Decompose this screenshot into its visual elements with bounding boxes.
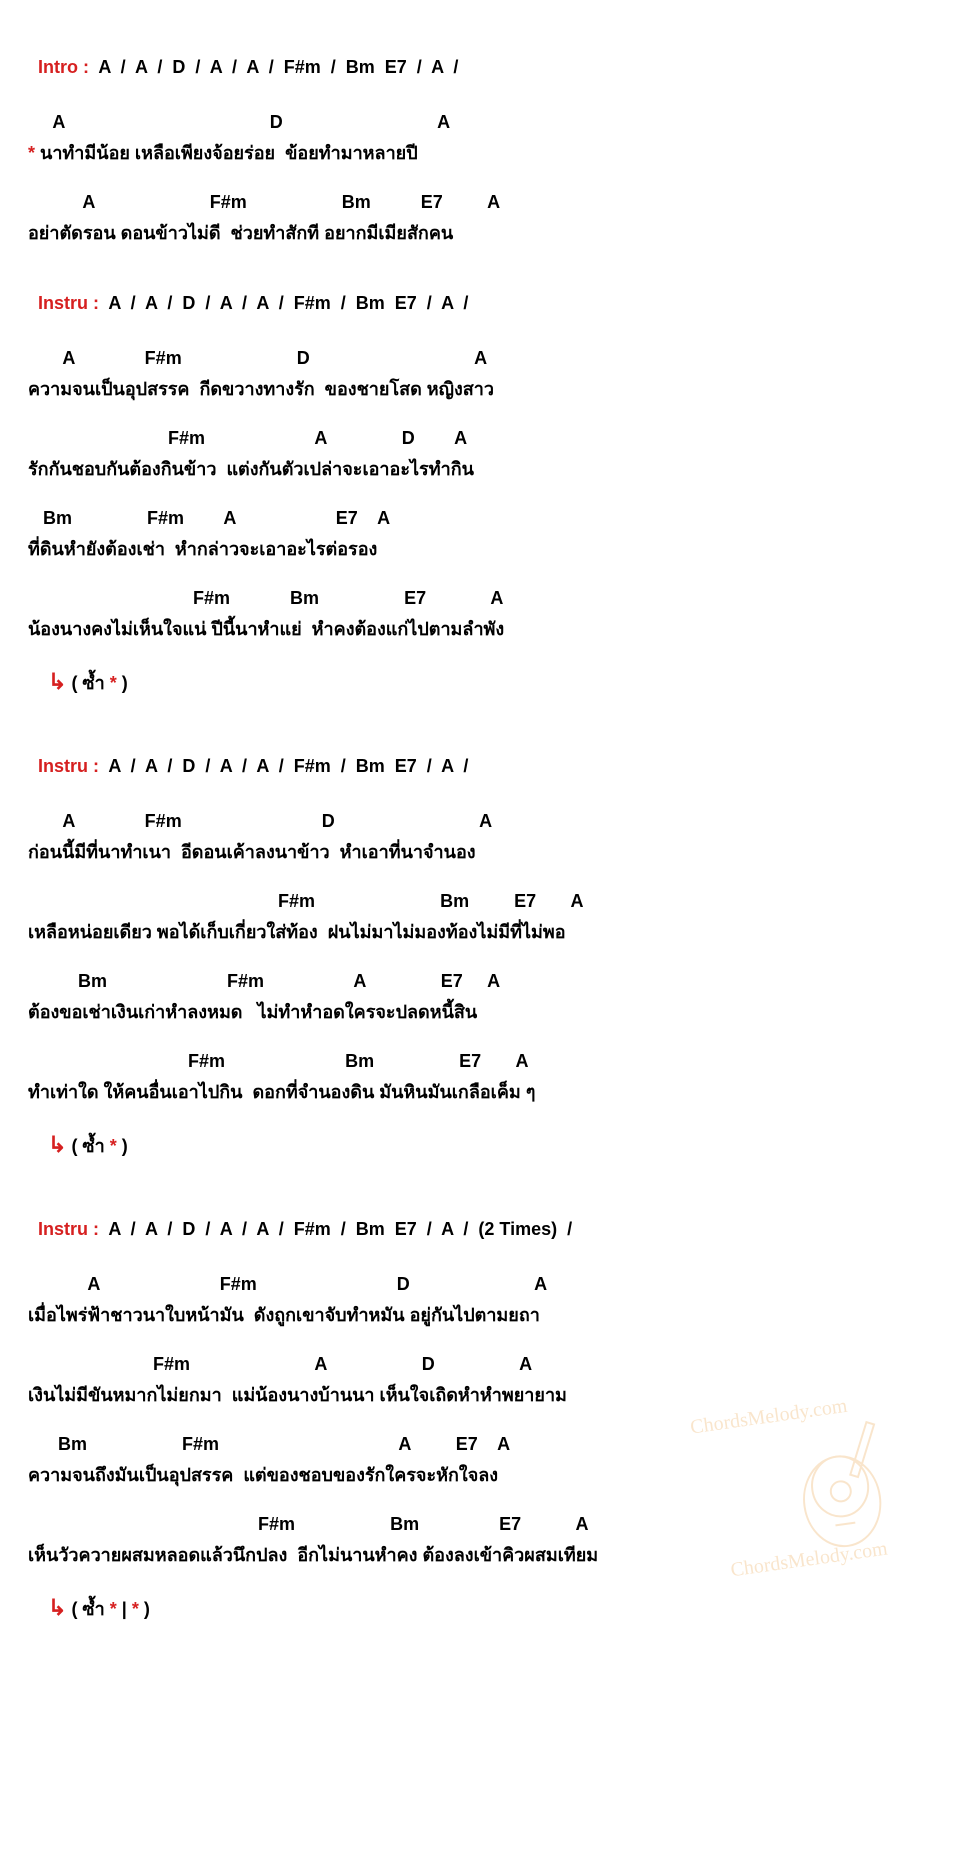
verse4-line1: A F#m D A เมื่อไพร่ฟ้าชาวนาใบหน้ามัน ดัง…: [28, 1274, 952, 1324]
intro-chords: A / A / D / A / A / F#m / Bm E7 / A /: [89, 57, 458, 77]
chord-row: F#m A D A: [28, 1354, 952, 1376]
verse3-line2: F#m Bm E7 A เหลือหน่อยเดียว พอได้เก็บเกี…: [28, 891, 952, 941]
instru2-line: Instru : A / A / D / A / A / F#m / Bm E7…: [28, 735, 952, 777]
repeat2: ↳ ( ซ้ำ * ): [28, 1131, 952, 1160]
intro-line: Intro : A / A / D / A / A / F#m / Bm E7 …: [28, 36, 952, 78]
chord-row: Bm F#m A E7 A: [28, 508, 952, 530]
instru-label: Instru :: [38, 293, 99, 313]
repeat-text: ( ซ้ำ: [66, 1599, 109, 1619]
lyric-row: ก่อนนี้มีที่นาทำเนา อีดอนเค้าลงนาข้าว หำ…: [28, 837, 476, 866]
intro-label: Intro :: [38, 57, 89, 77]
verse2-line3: Bm F#m A E7 A ที่ดินหำยังต้องเช่า หำกล่า…: [28, 508, 952, 558]
chord-row: A F#m Bm E7 A: [28, 192, 952, 214]
repeat-close: ): [117, 673, 128, 693]
instru1-line: Instru : A / A / D / A / A / F#m / Bm E7…: [28, 272, 952, 314]
chord-row: Bm F#m A E7 A: [28, 971, 952, 993]
chord-row: Bm F#m A E7 A: [28, 1434, 952, 1456]
chord-row: F#m Bm E7 A: [28, 588, 952, 610]
chord-row: F#m Bm E7 A: [28, 1051, 952, 1073]
repeat-arrow-icon: ↳: [48, 1595, 66, 1620]
verse1-line2: A F#m Bm E7 A อย่าตัดรอน ดอนข้าวไม่ดี ช่…: [28, 192, 952, 242]
lyric-row: น้องนางคงไม่เห็นใจแน่ ปีนี้นาหำแย่ หำคงต…: [28, 614, 504, 643]
repeat3: ↳ ( ซ้ำ * | * ): [28, 1594, 952, 1623]
lyric-text: นาทำมีน้อย เหลือเพียงจ้อยร่อย ข้อยทำมาหล…: [35, 143, 418, 163]
repeat-arrow-icon: ↳: [48, 669, 66, 694]
instru-label: Instru :: [38, 1219, 99, 1239]
chord-row: A D A: [28, 112, 952, 134]
chord-row: F#m A D A: [28, 428, 952, 450]
instru-chords: A / A / D / A / A / F#m / Bm E7 / A / (2…: [99, 1219, 572, 1239]
repeat-text: ( ซ้ำ: [66, 673, 109, 693]
repeat-text: ( ซ้ำ: [66, 1136, 109, 1156]
verse3-line3: Bm F#m A E7 A ต้องขอเช่าเงินเก่าหำลงหมด …: [28, 971, 952, 1021]
chord-row: A F#m D A: [28, 348, 952, 370]
verse2-line4: F#m Bm E7 A น้องนางคงไม่เห็นใจแน่ ปีนี้น…: [28, 588, 952, 638]
repeat-close: ): [139, 1599, 150, 1619]
lyric-row: ความจนถึงมันเป็นอุปสรรค แต่ของชอบของรักใ…: [28, 1460, 498, 1489]
verse4-line3: Bm F#m A E7 A ความจนถึงมันเป็นอุปสรรค แต…: [28, 1434, 952, 1484]
repeat-star: *: [110, 1136, 117, 1156]
chord-row: F#m Bm E7 A: [28, 1514, 952, 1536]
verse2-line2: F#m A D A รักกันชอบกันต้องกินข้าว แต่งกั…: [28, 428, 952, 478]
repeat-star: *: [110, 673, 117, 693]
lyric-row: ต้องขอเช่าเงินเก่าหำลงหมด ไม่ทำหำอดใครจะ…: [28, 997, 477, 1026]
lyric-row: เงินไม่มีขันหมากไม่ยกมา แม่น้องนางบ้านนา…: [28, 1380, 567, 1409]
lyric-row: เหลือหน่อยเดียว พอได้เก็บเกี่ยวใส่ท้อง ฝ…: [28, 917, 566, 946]
instru-chords: A / A / D / A / A / F#m / Bm E7 / A /: [99, 293, 468, 313]
lyric-row: รักกันชอบกันต้องกินข้าว แต่งกันตัวเปล่าจ…: [28, 454, 474, 483]
instru3-line: Instru : A / A / D / A / A / F#m / Bm E7…: [28, 1198, 952, 1240]
verse1-line1: A D A * นาทำมีน้อย เหลือเพียงจ้อยร่อย ข้…: [28, 112, 952, 162]
instru-label: Instru :: [38, 756, 99, 776]
lyric-row: เมื่อไพร่ฟ้าชาวนาใบหน้ามัน ดังถูกเขาจับท…: [28, 1300, 540, 1329]
star-marker: *: [28, 143, 35, 163]
repeat-star: *: [110, 1599, 117, 1619]
verse2-line1: A F#m D A ความจนเป็นอุปสรรค กีดขวางทางรั…: [28, 348, 952, 398]
chord-row: A F#m D A: [28, 1274, 952, 1296]
repeat-arrow-icon: ↳: [48, 1132, 66, 1157]
lyric-row: เห็นวัวควายผสมหลอดแล้วนึกปลง อีกไม่นานหำ…: [28, 1540, 598, 1569]
lyric-row: ทำเท่าใด ให้คนอื่นเอาไปกิน ดอกที่จำนองดิ…: [28, 1077, 535, 1106]
lyric-row: ที่ดินหำยังต้องเช่า หำกล่าวจะเอาอะไรต่อร…: [28, 534, 377, 563]
repeat-close: ): [117, 1136, 128, 1156]
repeat-star: *: [132, 1599, 139, 1619]
verse4-line4: F#m Bm E7 A เห็นวัวควายผสมหลอดแล้วนึกปลง…: [28, 1514, 952, 1564]
instru-chords: A / A / D / A / A / F#m / Bm E7 / A /: [99, 756, 468, 776]
repeat-mid: |: [117, 1599, 132, 1619]
verse3-line1: A F#m D A ก่อนนี้มีที่นาทำเนา อีดอนเค้าล…: [28, 811, 952, 861]
chord-row: A F#m D A: [28, 811, 952, 833]
verse3-line4: F#m Bm E7 A ทำเท่าใด ให้คนอื่นเอาไปกิน ด…: [28, 1051, 952, 1101]
chord-row: F#m Bm E7 A: [28, 891, 952, 913]
lyric-row: ความจนเป็นอุปสรรค กีดขวางทางรัก ของชายโส…: [28, 374, 494, 403]
verse4-line2: F#m A D A เงินไม่มีขันหมากไม่ยกมา แม่น้อ…: [28, 1354, 952, 1404]
lyric-row: อย่าตัดรอน ดอนข้าวไม่ดี ช่วยทำสักที อยาก…: [28, 218, 453, 247]
lyric-row: * นาทำมีน้อย เหลือเพียงจ้อยร่อย ข้อยทำมา…: [28, 138, 418, 167]
repeat1: ↳ ( ซ้ำ * ): [28, 668, 952, 697]
